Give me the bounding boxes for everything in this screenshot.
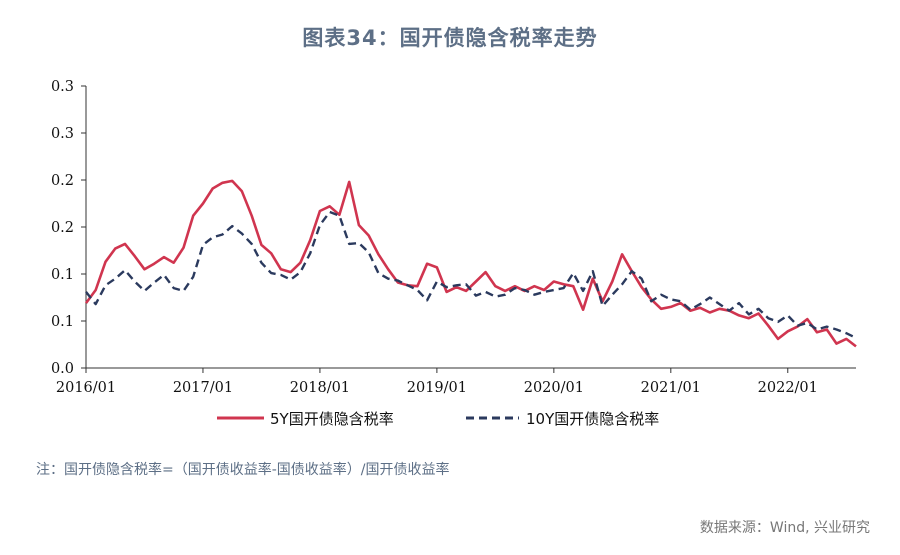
y-tick-label: 0.2 [51,220,74,236]
chart-axes: 0.0 0.1 0.1 0.2 0.2 0.3 0.3 2016/01 2017/01 2018/… [51,79,856,396]
x-tick-label: 2020/01 [524,380,584,396]
x-tick-label: 2019/01 [407,380,467,396]
x-tick-label: 2016/01 [56,380,116,396]
formula-note: 注：国开债隐含税率=（国开债收益率-国债收益率）/国开债收益率 [36,462,450,478]
x-tick-label: 2022/01 [758,380,818,396]
chart-title: 图表34：国开债隐含税率走势 [302,26,598,50]
data-source: 数据来源：Wind, 兴业研究 [699,520,870,536]
legend-label-5y: 5Y国开债隐含税率 [270,410,394,428]
series-5y-line [84,179,857,348]
y-tick-label: 0.2 [51,173,74,189]
x-tick-label: 2017/01 [173,380,233,396]
x-tick-label: 2021/01 [641,380,701,396]
series-layer [84,179,857,348]
y-tick-label: 0.3 [51,126,74,142]
y-tick-label: 0.1 [51,314,74,330]
y-tick-label: 0.1 [51,267,74,283]
x-tick-label: 2018/01 [290,380,350,396]
series-10y-line [85,210,857,339]
y-tick-label: 0.0 [51,361,74,377]
legend-label-10y: 10Y国开债隐含税率 [526,410,659,428]
chart-legend: 5Y国开债隐含税率 10Y国开债隐含税率 [217,410,659,428]
y-tick-label: 0.3 [51,79,74,95]
